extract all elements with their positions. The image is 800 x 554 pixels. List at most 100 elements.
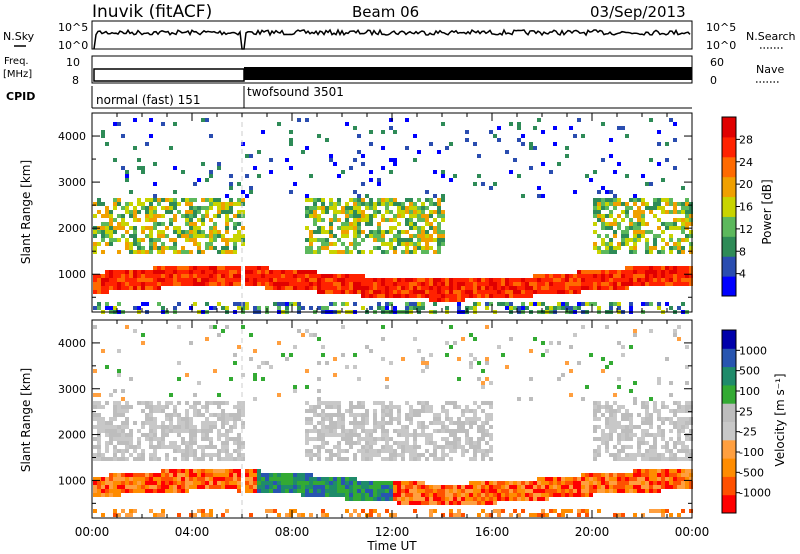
heatmap-cell [149, 214, 153, 218]
heatmap-cell [97, 282, 101, 286]
heatmap-cell [341, 433, 345, 437]
heatmap-cell [449, 290, 453, 294]
heatmap-cell [113, 122, 117, 126]
heatmap-cell [121, 282, 125, 286]
heatmap-cell [173, 266, 177, 270]
heatmap-cell [641, 198, 645, 202]
heatmap-cell [645, 242, 649, 246]
heatmap-cell [133, 286, 137, 290]
heatmap-cell [133, 489, 137, 493]
heatmap-cell [209, 441, 213, 445]
heatmap-cell [621, 270, 625, 274]
x-tick-label: 20:00 [575, 525, 610, 539]
heatmap-cell [389, 457, 393, 461]
heatmap-cell [333, 202, 337, 206]
heatmap-cell [93, 250, 97, 254]
heatmap-cell [121, 473, 125, 477]
heatmap-cell [165, 477, 169, 481]
heatmap-cell [113, 425, 117, 429]
heatmap-cell [117, 449, 121, 453]
heatmap-cell [209, 282, 213, 286]
heatmap-cell [477, 286, 481, 290]
heatmap-cell [325, 306, 329, 310]
heatmap-cell [129, 477, 133, 481]
heatmap-cell [141, 425, 145, 429]
heatmap-cell [245, 266, 249, 270]
heatmap-cell [477, 485, 481, 489]
heatmap-cell [665, 477, 669, 481]
heatmap-cell [533, 513, 537, 517]
heatmap-cell [169, 210, 173, 214]
heatmap-cell [237, 401, 241, 405]
heatmap-cell [389, 485, 393, 489]
heatmap-cell [345, 282, 349, 286]
heatmap-cell [597, 405, 601, 409]
heatmap-cell [473, 413, 477, 417]
heatmap-cell [321, 230, 325, 234]
heatmap-cell [189, 485, 193, 489]
heatmap-cell [605, 421, 609, 425]
heatmap-cell [193, 230, 197, 234]
heatmap-cell [685, 405, 689, 409]
heatmap-cell [237, 282, 241, 286]
heatmap-cell [449, 282, 453, 286]
heatmap-cell [653, 198, 657, 202]
heatmap-cell [389, 405, 393, 409]
heatmap-cell [105, 222, 109, 226]
heatmap-cell [213, 469, 217, 473]
heatmap-cell [145, 226, 149, 230]
heatmap-cell [585, 174, 589, 178]
heatmap-cell [189, 198, 193, 202]
heatmap-cell [545, 493, 549, 497]
heatmap-cell [129, 377, 133, 381]
heatmap-cell [421, 202, 425, 206]
heatmap-cell [373, 230, 377, 234]
heatmap-cell [525, 282, 529, 286]
heatmap-cell [373, 453, 377, 457]
heatmap-cell [485, 421, 489, 425]
heatmap-cell [97, 417, 101, 421]
heatmap-cell [181, 469, 185, 473]
heatmap-cell [213, 453, 217, 457]
heatmap-cell [209, 473, 213, 477]
heatmap-cell [413, 226, 417, 230]
heatmap-cell [465, 429, 469, 433]
y-tick-label: 1000 [58, 474, 86, 487]
heatmap-cell [457, 437, 461, 441]
heatmap-cell [185, 481, 189, 485]
heatmap-cell [597, 278, 601, 282]
heatmap-cell [477, 513, 481, 517]
heatmap-cell [553, 290, 557, 294]
heatmap-cell [657, 489, 661, 493]
heatmap-cell [133, 329, 137, 333]
heatmap-cell [229, 174, 233, 178]
heatmap-cell [625, 238, 629, 242]
heatmap-cell [425, 222, 429, 226]
heatmap-cell [357, 278, 361, 282]
heatmap-cell [629, 481, 633, 485]
heatmap-cell [161, 513, 165, 517]
heatmap-cell [381, 429, 385, 433]
heatmap-cell [93, 286, 97, 290]
heatmap-cell [669, 409, 673, 413]
heatmap-cell [233, 449, 237, 453]
heatmap-cell [181, 453, 185, 457]
heatmap-cell [341, 222, 345, 226]
heatmap-cell [113, 417, 117, 421]
heatmap-cell [609, 405, 613, 409]
heatmap-cell [473, 497, 477, 501]
heatmap-cell [221, 473, 225, 477]
heatmap-cell [213, 282, 217, 286]
heatmap-cell [361, 417, 365, 421]
heatmap-cell [629, 457, 633, 461]
heatmap-cell [437, 417, 441, 421]
heatmap-cell [377, 210, 381, 214]
heatmap-cell [629, 226, 633, 230]
heatmap-cell [605, 325, 609, 329]
heatmap-cell [345, 429, 349, 433]
heatmap-cell [289, 485, 293, 489]
heatmap-cell [237, 481, 241, 485]
heatmap-cell [153, 457, 157, 461]
heatmap-cell [329, 449, 333, 453]
heatmap-cell [409, 409, 413, 413]
